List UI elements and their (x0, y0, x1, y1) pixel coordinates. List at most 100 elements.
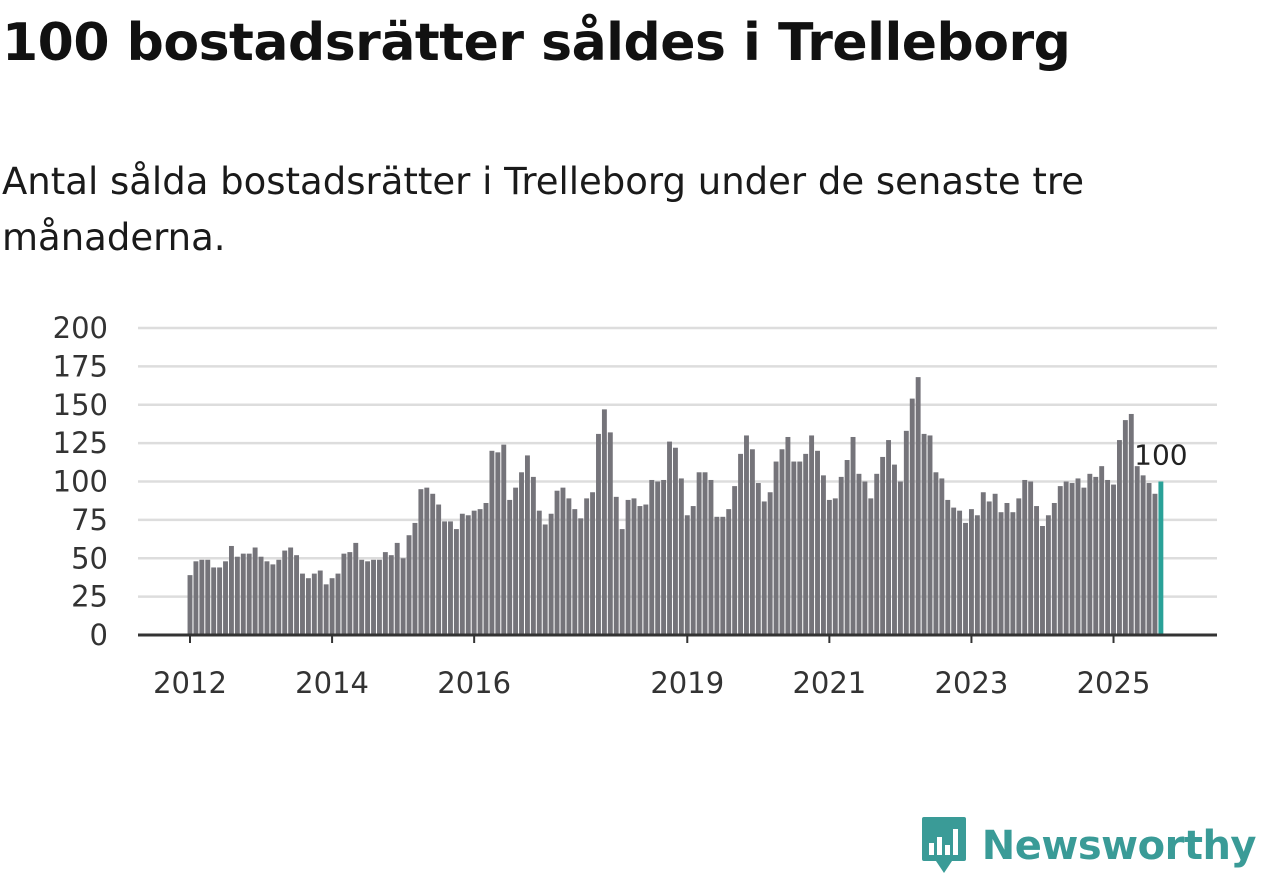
bar (584, 498, 590, 635)
bar-latest (1158, 481, 1164, 635)
x-tick-label: 2023 (935, 666, 1009, 700)
bar (501, 444, 507, 635)
bar (880, 456, 886, 635)
bar (980, 492, 986, 635)
bar (590, 492, 596, 635)
bar (1063, 481, 1069, 635)
x-tick-label: 2019 (650, 666, 724, 700)
bar (596, 433, 601, 635)
bar (1134, 466, 1140, 635)
bar (276, 559, 282, 635)
bar (246, 553, 252, 635)
bar (755, 483, 761, 635)
bar (305, 578, 311, 635)
bar (400, 558, 406, 635)
bar (1099, 466, 1105, 635)
bar (536, 510, 542, 635)
bar (761, 501, 767, 635)
bar (986, 501, 992, 635)
bar (1087, 473, 1093, 635)
bar (939, 478, 945, 635)
bar (353, 542, 359, 635)
bar (708, 479, 714, 635)
bar (992, 493, 998, 635)
bar (868, 498, 874, 635)
bar (607, 432, 613, 635)
bar (359, 559, 365, 635)
bar (223, 561, 228, 635)
bar (554, 490, 560, 635)
bar (436, 504, 442, 635)
bar (1022, 479, 1028, 635)
bar (459, 513, 465, 635)
bar (371, 559, 376, 635)
bar (507, 499, 513, 635)
bar (1128, 413, 1134, 635)
bar (1122, 420, 1128, 635)
bar (448, 521, 453, 635)
bar (483, 502, 489, 635)
bar (791, 461, 797, 635)
bar (809, 435, 815, 635)
y-tick-label: 150 (53, 388, 108, 422)
bar (211, 567, 217, 635)
bar (613, 496, 619, 635)
y-tick-label: 75 (71, 503, 108, 537)
bar (655, 481, 661, 635)
last-value-label: 100 (1134, 439, 1187, 472)
bar (744, 435, 749, 635)
bar (897, 481, 903, 635)
last-value-annotation: 100 (1134, 439, 1187, 472)
bar (726, 509, 732, 635)
bar (637, 506, 643, 635)
bar (720, 516, 726, 635)
bar (909, 398, 915, 635)
bar (294, 555, 300, 635)
bar (519, 472, 524, 635)
bar (471, 510, 477, 635)
y-tick-label: 125 (53, 426, 108, 460)
newsworthy-brand: Newsworthy (920, 815, 1257, 877)
bar (1081, 487, 1087, 635)
bar (412, 522, 418, 635)
bar (951, 507, 957, 635)
bar (957, 510, 963, 635)
bar (850, 436, 856, 635)
bar (258, 556, 264, 635)
bar (684, 515, 690, 635)
x-tick-label: 2021 (792, 666, 866, 700)
bar (773, 461, 779, 635)
bar (217, 567, 223, 635)
x-tick-label: 2012 (153, 666, 227, 700)
bar (382, 552, 388, 635)
bar (862, 481, 868, 635)
bar (288, 547, 294, 635)
bar (702, 472, 708, 635)
bar (838, 476, 844, 635)
bar (489, 450, 495, 635)
bar (619, 529, 625, 635)
bar (205, 559, 211, 635)
bar (187, 575, 193, 635)
x-tick-label: 2016 (437, 666, 511, 700)
bar (625, 499, 631, 635)
bar (649, 479, 655, 635)
bar (548, 513, 554, 635)
bar (1093, 476, 1099, 635)
bar (365, 561, 371, 635)
bar (264, 561, 270, 635)
bar (234, 556, 240, 635)
chart-title: 100 bostadsrätter såldes i Trelleborg (2, 13, 1071, 73)
bar (892, 464, 897, 635)
bar (329, 578, 335, 635)
newsworthy-logo-icon (921, 817, 966, 873)
bar (495, 452, 501, 635)
bar (566, 498, 572, 635)
bar (1010, 512, 1016, 635)
bar (690, 506, 696, 635)
bar (1146, 483, 1152, 635)
bar (631, 498, 637, 635)
bar (1111, 484, 1116, 635)
brand-name: Newsworthy (981, 823, 1257, 869)
